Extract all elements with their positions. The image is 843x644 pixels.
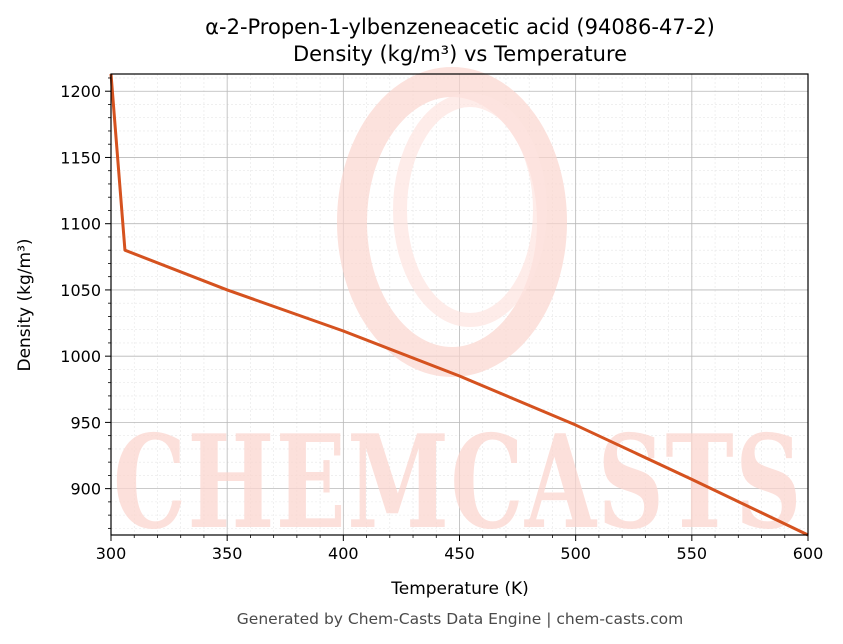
footer-credit: Generated by Chem-Casts Data Engine | ch…: [237, 610, 683, 628]
y-tick-label: 950: [70, 413, 101, 432]
y-tick-label: 1000: [60, 347, 101, 366]
chart-subtitle: Density (kg/m³) vs Temperature: [293, 42, 627, 66]
x-axis-label: Temperature (K): [390, 579, 529, 599]
y-tick-label: 1050: [60, 281, 101, 300]
y-axis: 900 950 1000 1050 1100 1150 1200: [60, 77, 111, 529]
x-tick-label: 400: [328, 544, 359, 563]
x-tick-label: 300: [96, 544, 127, 563]
x-tick-label: 550: [677, 544, 708, 563]
chart-title: α-2-Propen-1-ylbenzeneacetic acid (94086…: [205, 15, 715, 39]
plot-area: CHEMCASTS: [109, 67, 809, 558]
x-tick-label: 600: [793, 544, 824, 563]
density-series-line-0: [109, 73, 809, 537]
y-axis-label: Density (kg/m³): [15, 238, 35, 371]
x-tick-label: 500: [560, 544, 591, 563]
x-tick-label: 450: [444, 544, 475, 563]
y-tick-label: 1200: [60, 82, 101, 101]
watermark-logo: CHEMCASTS: [113, 67, 803, 558]
y-tick-label: 900: [70, 480, 101, 499]
x-tick-label: 350: [212, 544, 243, 563]
watermark-text: CHEMCASTS: [113, 408, 803, 558]
series-layer: [109, 73, 809, 537]
y-tick-label: 1100: [60, 215, 101, 234]
x-axis: 300 350 400 450 500 550 600: [96, 535, 824, 563]
y-tick-label: 1150: [60, 148, 101, 167]
